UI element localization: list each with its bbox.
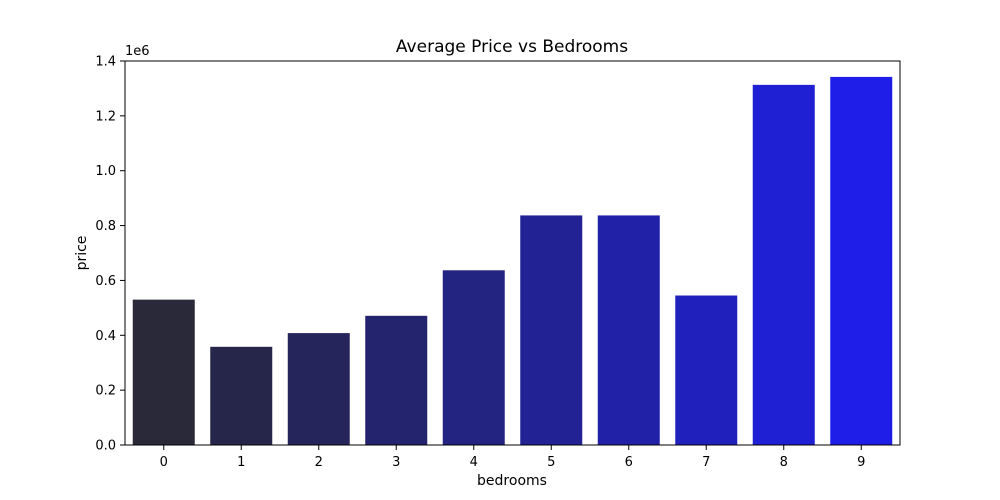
bar-9 <box>830 76 893 445</box>
x-tick-label: 6 <box>625 455 633 470</box>
y-axis-label: price <box>74 236 90 271</box>
x-tick-label: 8 <box>780 455 788 470</box>
bar-5 <box>520 215 583 445</box>
x-tick-label: 9 <box>857 455 865 470</box>
y-tick-label: 1.0 <box>95 164 116 179</box>
bar-6 <box>597 215 660 445</box>
x-tick-label: 4 <box>470 455 478 470</box>
x-tick-label: 0 <box>160 455 168 470</box>
axes-layer: 0 1 2 3 4 5 6 7 8 9 0.0 0.2 0.4 0.6 0.8 1.0 1.2 1.4 <box>95 55 901 470</box>
x-tick-label: 3 <box>392 455 400 470</box>
bar-4 <box>442 270 505 445</box>
bar-7 <box>675 295 738 445</box>
bar-8 <box>752 84 815 446</box>
bar-0 <box>132 299 195 445</box>
y-tick-label: 0.4 <box>95 329 116 344</box>
y-tick-label: 0.0 <box>95 439 116 454</box>
y-tick-label: 1.4 <box>95 55 116 70</box>
plot-frame <box>124 60 901 446</box>
y-tick-label: 0.8 <box>95 219 116 234</box>
bars-layer <box>132 76 893 446</box>
bar-1 <box>210 346 273 445</box>
bar-3 <box>365 315 428 445</box>
x-axis-label: bedrooms <box>477 473 547 489</box>
x-tick-label: 5 <box>547 455 555 470</box>
y-tick-label: 0.6 <box>95 274 116 289</box>
chart-title: Average Price vs Bedrooms <box>396 37 628 57</box>
x-tick-label: 7 <box>702 455 710 470</box>
y-axis-offset-label: 1e6 <box>125 44 150 59</box>
x-tick-label: 2 <box>315 455 323 470</box>
bar-2 <box>287 333 350 445</box>
y-tick-label: 0.2 <box>95 384 116 399</box>
x-tick-label: 1 <box>237 455 245 470</box>
y-tick-label: 1.2 <box>95 109 116 124</box>
